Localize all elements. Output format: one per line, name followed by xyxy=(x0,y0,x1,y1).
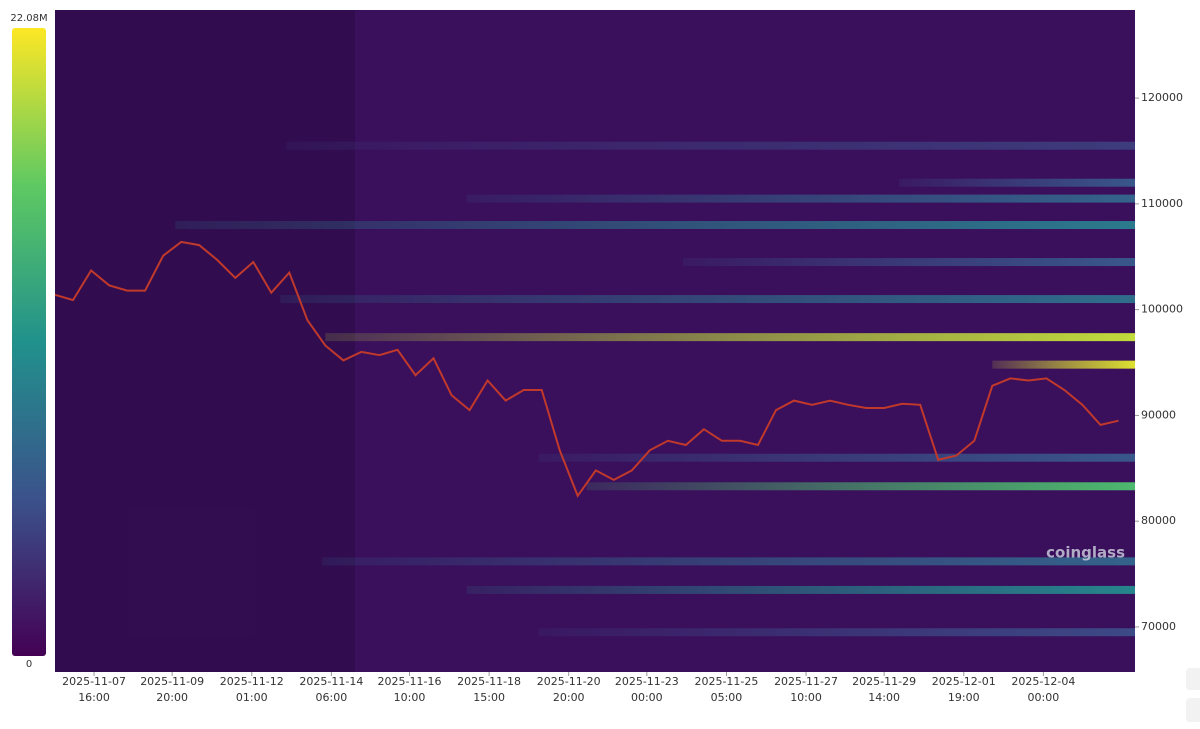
x-tick-label: 2025-12-04 00:00 xyxy=(1011,675,1075,704)
liquidation-band xyxy=(325,333,1136,342)
x-tick-label: 2025-11-14 06:00 xyxy=(299,675,363,704)
liquidation-band xyxy=(586,482,1135,491)
liquidation-band xyxy=(992,360,1135,369)
x-tick-label: 2025-11-18 15:00 xyxy=(457,675,521,704)
y-tick-label: 120000 xyxy=(1141,91,1183,104)
x-tick-label: 2025-11-07 16:00 xyxy=(62,675,126,704)
price-line xyxy=(54,240,1119,498)
x-tick-label: 2025-11-23 00:00 xyxy=(615,675,679,704)
plot-shade xyxy=(55,10,355,672)
watermark: coinglass xyxy=(1046,544,1125,562)
y-tick-label: 70000 xyxy=(1141,620,1176,633)
colorbar-tick-label: 0 xyxy=(26,659,32,670)
x-tick-label: 2025-11-12 01:00 xyxy=(220,675,284,704)
liquidation-band xyxy=(466,194,1135,203)
colorbar-tick-label: 22.08M xyxy=(10,13,47,24)
x-tick-label: 2025-11-20 20:00 xyxy=(537,675,601,704)
x-tick-label: 2025-11-09 20:00 xyxy=(140,675,204,704)
x-tick-label: 2025-11-27 10:00 xyxy=(774,675,838,704)
y-tick-label: 100000 xyxy=(1141,303,1183,316)
x-tick-label: 2025-12-01 19:00 xyxy=(932,675,996,704)
liquidation-band xyxy=(466,585,1135,594)
liquidation-band xyxy=(899,178,1135,187)
x-tick-label: 2025-11-25 05:00 xyxy=(694,675,758,704)
liquidation-band xyxy=(538,453,1135,462)
liquidation-band xyxy=(175,221,1136,230)
scroll-top-button[interactable] xyxy=(1186,698,1200,722)
colorbar xyxy=(12,28,46,656)
liquidation-band xyxy=(322,557,1135,566)
liquidation-band xyxy=(682,258,1135,267)
y-tick-label: 110000 xyxy=(1141,197,1183,210)
tool-button[interactable] xyxy=(1186,668,1200,690)
y-tick-label: 80000 xyxy=(1141,514,1176,527)
x-tick-label: 2025-11-16 10:00 xyxy=(378,675,442,704)
liquidation-band xyxy=(538,628,1135,637)
y-tick-label: 90000 xyxy=(1141,408,1176,421)
liquidation-band xyxy=(286,141,1135,150)
x-tick-label: 2025-11-29 14:00 xyxy=(852,675,916,704)
liquidation-band xyxy=(280,295,1135,304)
